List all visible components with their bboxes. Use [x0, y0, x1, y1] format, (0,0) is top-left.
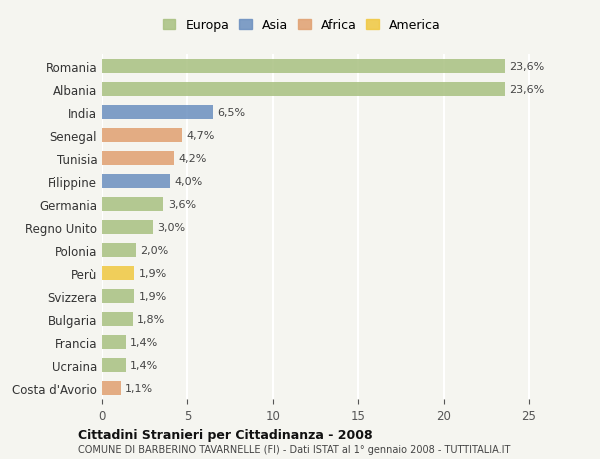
Bar	[102, 220, 153, 234]
Text: 23,6%: 23,6%	[509, 84, 545, 95]
Text: 4,2%: 4,2%	[178, 153, 206, 163]
Bar	[102, 60, 505, 73]
Bar	[102, 335, 126, 349]
Text: 4,0%: 4,0%	[175, 176, 203, 186]
Text: 6,5%: 6,5%	[217, 107, 245, 118]
Text: 1,1%: 1,1%	[125, 383, 153, 393]
Bar	[102, 358, 126, 372]
Bar	[102, 289, 134, 303]
Legend: Europa, Asia, Africa, America: Europa, Asia, Africa, America	[160, 17, 443, 34]
Text: Cittadini Stranieri per Cittadinanza - 2008: Cittadini Stranieri per Cittadinanza - 2…	[78, 428, 373, 442]
Text: 2,0%: 2,0%	[140, 245, 169, 255]
Bar	[102, 266, 134, 280]
Bar	[102, 312, 133, 326]
Text: 23,6%: 23,6%	[509, 62, 545, 72]
Bar	[102, 106, 213, 119]
Bar	[102, 381, 121, 395]
Bar	[102, 83, 505, 96]
Bar	[102, 129, 182, 142]
Bar	[102, 197, 163, 211]
Text: 1,8%: 1,8%	[137, 314, 165, 324]
Text: 3,0%: 3,0%	[157, 222, 185, 232]
Text: COMUNE DI BARBERINO TAVARNELLE (FI) - Dati ISTAT al 1° gennaio 2008 - TUTTITALIA: COMUNE DI BARBERINO TAVARNELLE (FI) - Da…	[78, 444, 511, 454]
Text: 1,4%: 1,4%	[130, 360, 158, 370]
Bar	[102, 243, 136, 257]
Text: 1,9%: 1,9%	[139, 268, 167, 278]
Text: 4,7%: 4,7%	[187, 130, 215, 140]
Text: 1,4%: 1,4%	[130, 337, 158, 347]
Text: 1,9%: 1,9%	[139, 291, 167, 301]
Bar	[102, 151, 174, 165]
Bar	[102, 174, 170, 188]
Text: 3,6%: 3,6%	[168, 199, 196, 209]
